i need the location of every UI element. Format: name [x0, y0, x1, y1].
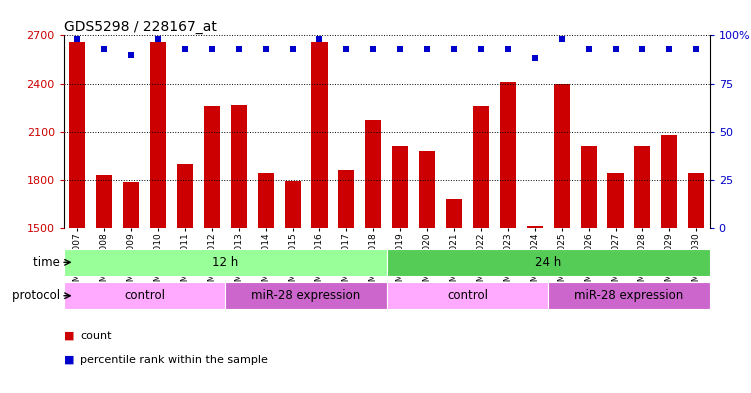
Bar [500, 82, 516, 228]
Bar [446, 199, 462, 228]
Bar [635, 146, 650, 228]
Text: percentile rank within the sample: percentile rank within the sample [80, 354, 268, 365]
Bar [688, 173, 704, 228]
Text: ■: ■ [64, 331, 74, 341]
Bar [225, 283, 387, 309]
Bar [526, 226, 543, 228]
Text: control: control [447, 289, 488, 302]
Bar [231, 105, 247, 228]
Text: miR-28 expression: miR-28 expression [252, 289, 360, 302]
Text: 24 h: 24 h [535, 256, 561, 269]
Bar [64, 283, 225, 309]
Bar [285, 181, 300, 228]
Text: 12 h: 12 h [213, 256, 238, 269]
Bar [96, 175, 113, 228]
Text: time: time [33, 256, 64, 269]
Bar [69, 42, 86, 228]
Bar [312, 42, 327, 228]
Bar [123, 182, 139, 228]
Bar [387, 283, 548, 309]
Text: protocol: protocol [12, 289, 64, 302]
Bar [64, 249, 387, 275]
Text: control: control [124, 289, 165, 302]
Bar [548, 283, 710, 309]
Bar [553, 83, 570, 228]
Bar [150, 42, 166, 228]
Bar [581, 146, 596, 228]
Bar [177, 164, 193, 228]
Bar [392, 146, 409, 228]
Bar [473, 106, 489, 228]
Bar [204, 106, 220, 228]
Bar [258, 173, 273, 228]
Bar [608, 173, 623, 228]
Bar [662, 135, 677, 228]
Bar [338, 170, 354, 228]
Bar [365, 120, 382, 228]
Bar [419, 151, 436, 228]
Bar [387, 249, 710, 275]
Text: count: count [80, 331, 112, 341]
Text: ■: ■ [64, 354, 74, 365]
Text: GDS5298 / 228167_at: GDS5298 / 228167_at [64, 20, 217, 34]
Text: miR-28 expression: miR-28 expression [575, 289, 683, 302]
